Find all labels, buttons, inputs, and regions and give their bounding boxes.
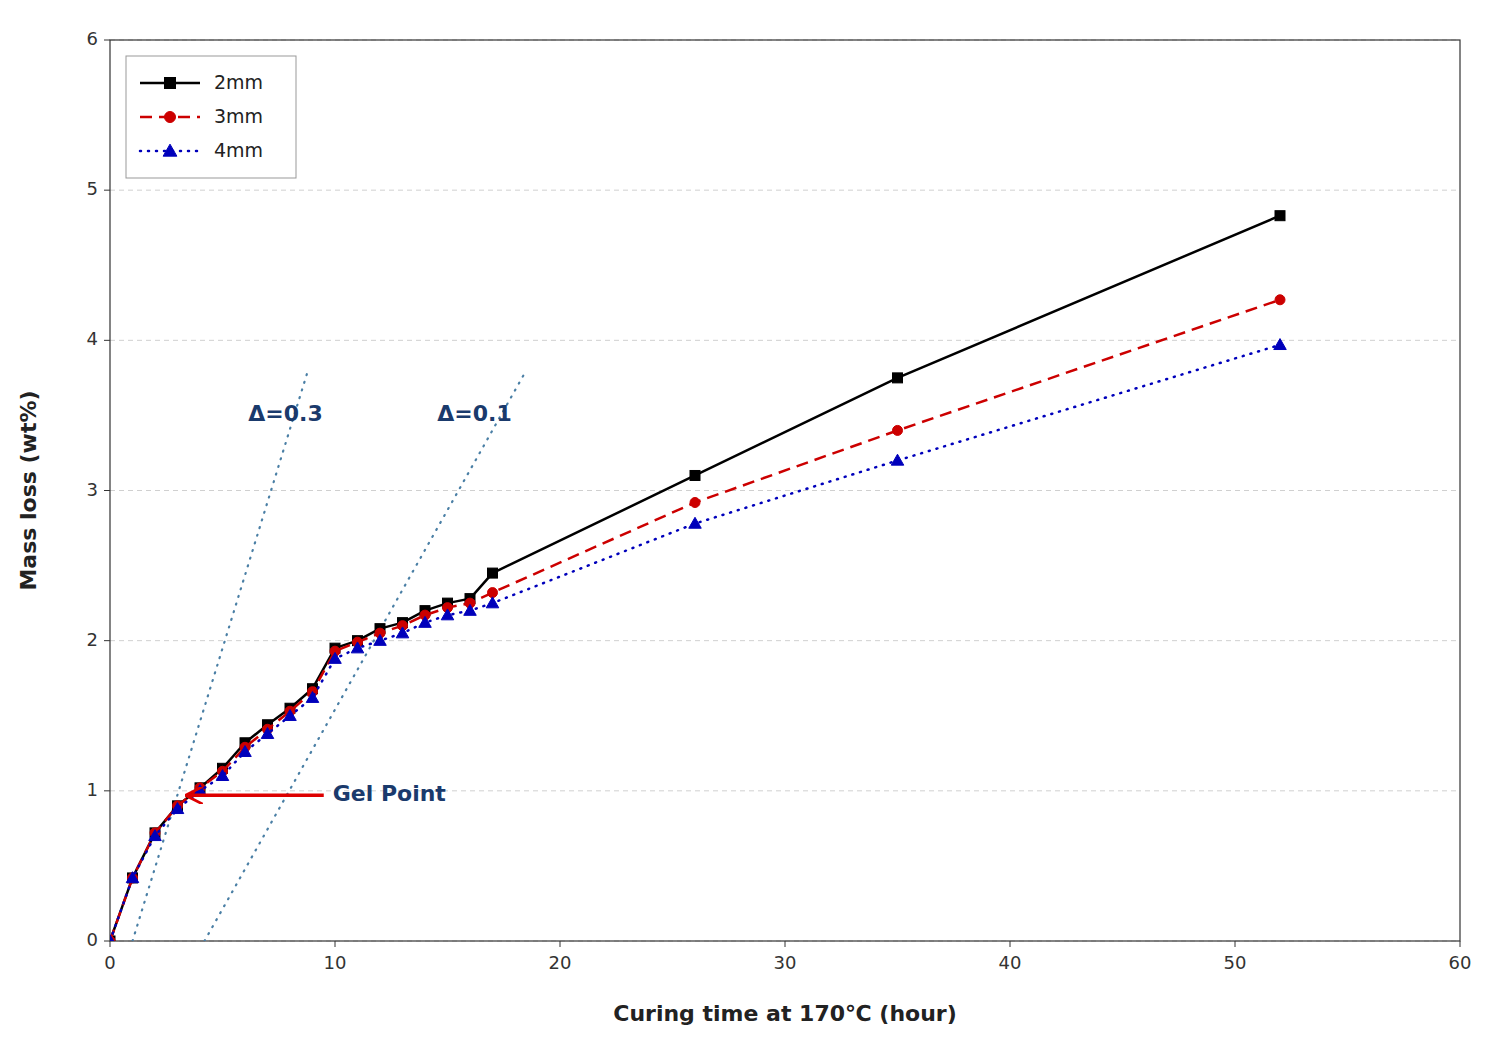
tick-label: 6 xyxy=(87,28,98,49)
series-line xyxy=(110,216,1280,941)
grid-line xyxy=(110,190,1460,191)
data-point xyxy=(149,830,162,841)
grid-line xyxy=(110,340,1460,341)
data-point xyxy=(374,634,387,645)
tick-label: 5 xyxy=(87,178,98,199)
tick-label: 20 xyxy=(549,952,572,973)
data-point xyxy=(690,470,700,480)
tick-label: 4 xyxy=(87,328,98,349)
tick xyxy=(104,40,110,41)
tick-label: 2 xyxy=(87,629,98,650)
tick xyxy=(104,640,110,641)
tick-label: 40 xyxy=(999,952,1022,973)
tick xyxy=(560,941,561,947)
annotation: Δ=0.1 xyxy=(437,401,511,426)
legend-label: 3mm xyxy=(214,105,263,127)
tick xyxy=(1010,941,1011,947)
tick xyxy=(104,490,110,491)
data-point xyxy=(239,746,252,757)
tick xyxy=(104,190,110,191)
data-point xyxy=(216,770,229,781)
data-point xyxy=(419,616,432,627)
data-point xyxy=(690,498,700,508)
data-point xyxy=(284,710,297,721)
tick xyxy=(1460,941,1461,947)
data-point xyxy=(464,604,477,615)
tick-label: 60 xyxy=(1449,952,1472,973)
legend-box xyxy=(126,56,296,178)
data-point xyxy=(329,652,342,663)
legend: 2mm 3mm 4mm xyxy=(126,56,296,178)
plot-frame xyxy=(110,40,1460,941)
data-point xyxy=(261,728,274,739)
legend-marker xyxy=(165,78,176,89)
data-point xyxy=(1275,211,1285,221)
tangent-line xyxy=(205,370,527,941)
y-axis-label: Mass loss (wt%) xyxy=(16,390,41,590)
data-point xyxy=(893,373,903,383)
tick xyxy=(104,790,110,791)
data-point xyxy=(689,517,702,528)
gel-arrow xyxy=(189,794,324,798)
tick-label: 30 xyxy=(774,952,797,973)
tick xyxy=(104,941,110,942)
tangent-line xyxy=(133,370,309,941)
data-point xyxy=(1274,339,1287,350)
arrow-label: Gel Point xyxy=(333,781,447,806)
data-point xyxy=(486,597,499,608)
data-point xyxy=(126,872,139,883)
data-point xyxy=(351,642,364,653)
tick xyxy=(335,941,336,947)
data-point xyxy=(488,568,498,578)
series-line xyxy=(110,345,1280,941)
legend-marker xyxy=(163,144,177,156)
tick-label: 10 xyxy=(324,952,347,973)
data-point xyxy=(110,935,116,941)
series-line xyxy=(110,300,1280,941)
tick-label: 3 xyxy=(87,479,98,500)
tick xyxy=(110,941,111,947)
data-point xyxy=(396,627,409,638)
tick-label: 0 xyxy=(87,929,98,950)
annotation: Δ=0.3 xyxy=(248,401,322,426)
tick-label: 50 xyxy=(1224,952,1247,973)
x-axis-label: Curing time at 170℃ (hour) xyxy=(613,1001,956,1026)
data-point xyxy=(441,609,454,620)
legend-label: 4mm xyxy=(214,139,263,161)
grid-line xyxy=(110,640,1460,641)
data-point xyxy=(1275,295,1285,305)
plot-background xyxy=(110,40,1460,941)
data-point xyxy=(306,691,319,702)
tick xyxy=(785,941,786,947)
grid-line xyxy=(110,790,1460,791)
legend-label: 2mm xyxy=(214,71,263,93)
tick xyxy=(1235,941,1236,947)
tick-label: 0 xyxy=(104,952,115,973)
tick-label: 1 xyxy=(87,779,98,800)
legend-marker xyxy=(165,112,176,123)
grid-line xyxy=(110,490,1460,491)
data-point xyxy=(893,425,903,435)
plot-area xyxy=(110,211,1286,941)
chart: 01234560102030405060Curing time at 170℃ … xyxy=(0,0,1500,1051)
data-point xyxy=(171,803,184,814)
data-point xyxy=(891,454,904,465)
page: {"chart_data": { "type": "line", "x_labe… xyxy=(0,0,1500,1051)
tick xyxy=(104,340,110,341)
